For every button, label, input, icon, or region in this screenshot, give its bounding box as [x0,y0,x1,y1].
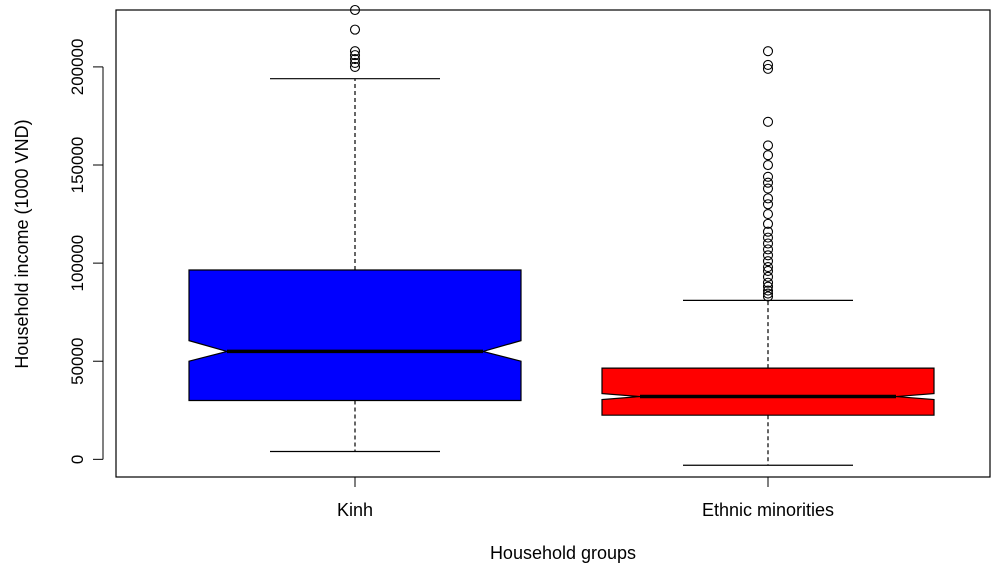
x-tick-label: Ethnic minorities [702,500,834,520]
outlier-point [762,183,774,194]
outlier-point [762,250,774,261]
y-tick-label: 200000 [68,39,87,96]
outlier-point [762,291,774,302]
outlier-point [762,277,774,288]
y-tick-label: 150000 [68,137,87,194]
x-tick-label: Kinh [337,500,373,520]
box [188,269,522,402]
outlier-point [349,50,361,61]
outlier-point [762,226,774,237]
plot-layer: 0 50000 100000 150000 200000 Kinh Ethnic minor… [68,4,991,520]
outlier-point [762,209,774,220]
outlier-point [349,57,361,69]
outlier-point [762,59,774,70]
outlier-point [762,271,774,282]
outlier-point [349,24,361,35]
y-tick-label: 100000 [68,235,87,292]
y-tick-label: 50000 [68,338,87,385]
outlier-point [349,61,361,72]
outlier-point [762,199,774,210]
outlier-point [762,256,774,267]
outlier-point [762,193,774,204]
outlier-point [762,265,774,277]
outlier-point [762,288,774,299]
outlier-point [349,54,361,65]
outlier-point [762,177,774,188]
x-axis-title: Household groups [490,543,636,563]
outlier-point [762,150,774,161]
outlier-point [762,218,774,229]
outlier-point [762,261,774,273]
outlier-point [762,116,774,127]
outlier-point [762,171,774,182]
outlier-point [349,4,361,16]
box [601,367,935,416]
outlier-point [762,285,774,296]
outlier-point [762,159,774,171]
outlier-point [762,238,774,249]
outlier-point [762,140,774,151]
outlier-point [349,46,361,57]
outlier-point [762,63,774,74]
outlier-point [762,232,774,243]
outlier-point [762,46,774,57]
y-axis-title: Household income (1000 VND) [12,119,32,368]
outlier-point [762,281,774,292]
outlier-point [762,244,774,255]
y-tick-label: 0 [68,455,87,464]
